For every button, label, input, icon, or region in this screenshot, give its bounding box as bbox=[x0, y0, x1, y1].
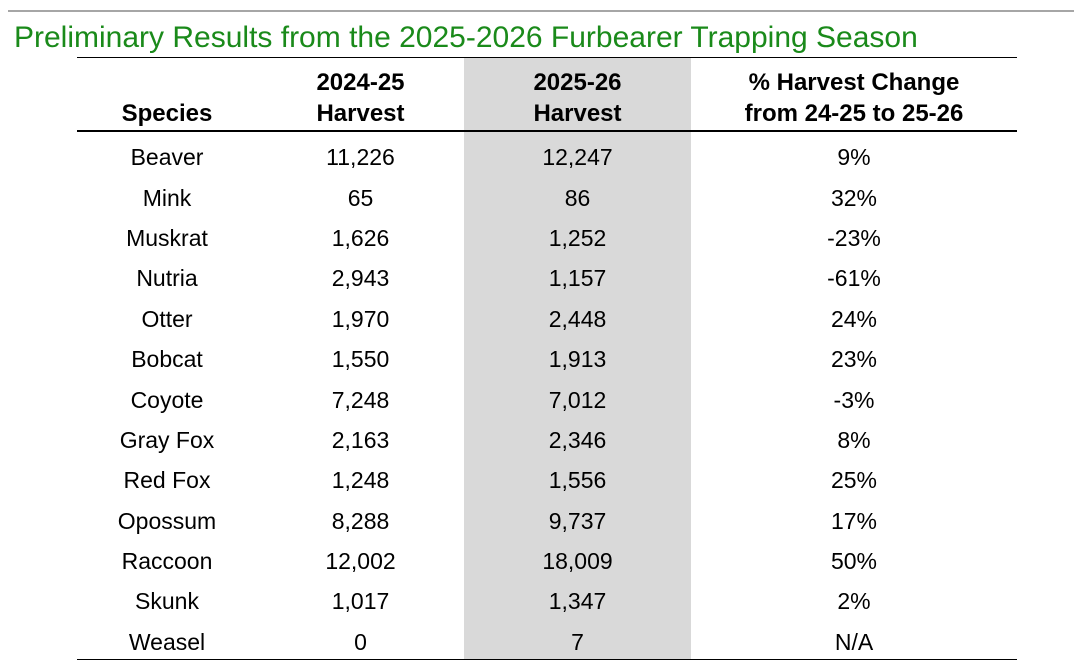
cell-change: 50% bbox=[830, 548, 878, 575]
cell-h2526: 1,347 bbox=[548, 588, 607, 615]
header-species: Species bbox=[121, 100, 213, 127]
table-row: Skunk 1,017 1,347 2% bbox=[77, 581, 1017, 621]
cell-h2425: 2,943 bbox=[331, 265, 390, 292]
cell-species: Coyote bbox=[130, 386, 204, 413]
table-row: Beaver 11,226 12,247 9% bbox=[77, 137, 1017, 177]
cell-h2526: 1,556 bbox=[548, 467, 607, 494]
cell-h2526: 2,448 bbox=[548, 305, 607, 332]
cell-change: -61% bbox=[827, 265, 881, 292]
cell-h2425: 12,002 bbox=[325, 548, 396, 575]
cell-h2526: 86 bbox=[564, 184, 591, 211]
cell-h2425: 7,248 bbox=[331, 386, 390, 413]
cell-h2425: 1,550 bbox=[331, 346, 390, 373]
cell-change: -23% bbox=[827, 224, 881, 251]
table-bottom-rule bbox=[77, 659, 1017, 660]
cell-h2526: 1,157 bbox=[548, 265, 607, 292]
cell-species: Otter bbox=[141, 305, 193, 332]
table-row: Gray Fox 2,163 2,346 8% bbox=[77, 420, 1017, 460]
table-row: Opossum 8,288 9,737 17% bbox=[77, 501, 1017, 541]
harvest-table: Species 2024-25 Harvest 2025-26 Harvest … bbox=[77, 57, 1017, 660]
cell-h2526: 7 bbox=[571, 628, 584, 655]
cell-h2526: 12,247 bbox=[542, 144, 613, 171]
cell-species: Mink bbox=[142, 184, 192, 211]
cell-change: 2% bbox=[837, 588, 871, 615]
table-row: Raccoon 12,002 18,009 50% bbox=[77, 541, 1017, 581]
cell-species: Opossum bbox=[117, 507, 217, 534]
table-row: Muskrat 1,626 1,252 -23% bbox=[77, 218, 1017, 258]
cell-species: Gray Fox bbox=[119, 426, 215, 453]
top-divider bbox=[8, 10, 1074, 12]
header-harvest-2025-26: 2025-26 Harvest bbox=[533, 69, 622, 127]
cell-h2425: 8,288 bbox=[331, 507, 390, 534]
cell-species: Raccoon bbox=[121, 548, 213, 575]
cell-h2526: 18,009 bbox=[542, 548, 613, 575]
cell-change: -3% bbox=[833, 386, 875, 413]
table-row: Nutria 2,943 1,157 -61% bbox=[77, 258, 1017, 298]
table-row: Mink 65 86 32% bbox=[77, 177, 1017, 217]
cell-change: N/A bbox=[834, 628, 874, 655]
table-header: Species 2024-25 Harvest 2025-26 Harvest … bbox=[77, 57, 1017, 131]
cell-h2425: 1,626 bbox=[331, 224, 390, 251]
cell-species: Bobcat bbox=[131, 346, 203, 373]
cell-change: 8% bbox=[837, 426, 871, 453]
cell-species: Skunk bbox=[135, 588, 199, 615]
table-body: Beaver 11,226 12,247 9% Mink 65 86 32% Muskrat 1,… bbox=[77, 137, 1017, 662]
cell-h2425: 1,017 bbox=[331, 588, 390, 615]
table-top-rule bbox=[77, 57, 1017, 58]
cell-change: 17% bbox=[830, 507, 878, 534]
cell-h2526: 9,737 bbox=[548, 507, 607, 534]
cell-h2425: 2,163 bbox=[331, 426, 390, 453]
cell-species: Muskrat bbox=[126, 224, 208, 251]
page-title: Preliminary Results from the 2025-2026 F… bbox=[14, 21, 918, 54]
cell-change: 24% bbox=[830, 305, 878, 332]
cell-species: Nutria bbox=[136, 265, 198, 292]
cell-h2526: 1,252 bbox=[548, 224, 607, 251]
cell-h2425: 1,248 bbox=[331, 467, 390, 494]
header-harvest-2024-25: 2024-25 Harvest bbox=[316, 69, 405, 127]
cell-change: 23% bbox=[830, 346, 878, 373]
cell-species: Beaver bbox=[130, 144, 204, 171]
cell-h2526: 1,913 bbox=[548, 346, 607, 373]
table-row: Coyote 7,248 7,012 -3% bbox=[77, 379, 1017, 419]
cell-h2425: 11,226 bbox=[326, 144, 395, 171]
cell-h2425: 0 bbox=[354, 628, 367, 655]
cell-species: Red Fox bbox=[123, 467, 211, 494]
cell-change: 25% bbox=[830, 467, 878, 494]
table-row: Weasel 0 7 N/A bbox=[77, 622, 1017, 662]
cell-h2526: 2,346 bbox=[548, 426, 607, 453]
header-bottom-rule bbox=[77, 130, 1017, 132]
cell-change: 9% bbox=[837, 144, 871, 171]
cell-species: Weasel bbox=[128, 628, 206, 655]
table-row: Bobcat 1,550 1,913 23% bbox=[77, 339, 1017, 379]
cell-change: 32% bbox=[830, 184, 878, 211]
header-harvest-change: % Harvest Change from 24-25 to 25-26 bbox=[744, 69, 964, 127]
table-row: Otter 1,970 2,448 24% bbox=[77, 299, 1017, 339]
cell-h2526: 7,012 bbox=[548, 386, 607, 413]
cell-h2425: 1,970 bbox=[331, 305, 390, 332]
highlighted-column-2025-26 bbox=[464, 57, 691, 660]
table-row: Red Fox 1,248 1,556 25% bbox=[77, 460, 1017, 500]
cell-h2425: 65 bbox=[347, 184, 374, 211]
